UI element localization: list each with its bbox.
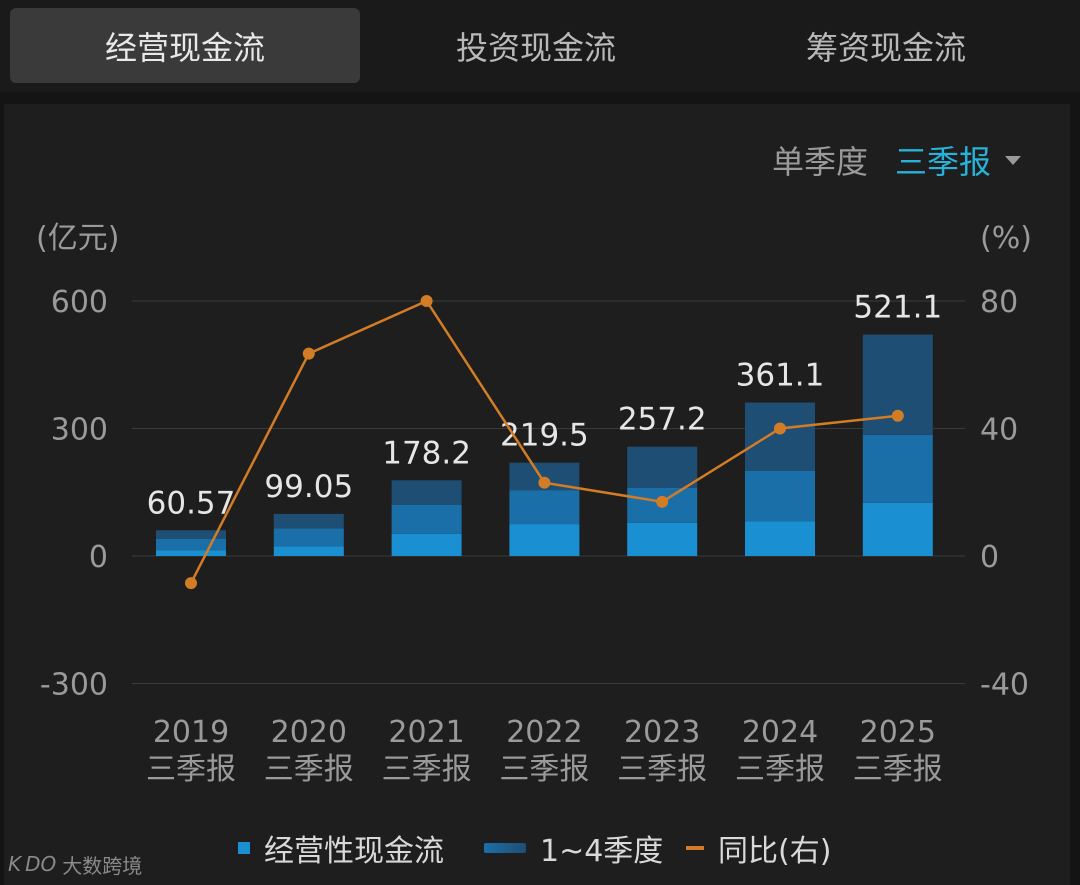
bar-segment-q2 (391, 505, 462, 534)
x-tick-year: 2023 (624, 715, 700, 750)
right-tick-label: 40 (980, 413, 1018, 448)
left-axis-unit: (亿元) (36, 221, 119, 256)
left-tick-label: 0 (89, 540, 108, 575)
bar-segment-q1 (391, 533, 462, 556)
x-tick-year: 2020 (271, 715, 347, 750)
yoy-point (891, 409, 904, 422)
bar-segment-q2 (745, 471, 815, 522)
right-tick-label: 0 (980, 540, 999, 575)
x-tick-year: 2019 (153, 715, 229, 750)
yoy-point (302, 347, 315, 360)
tab-operating-cashflow[interactable]: 经营现金流 (10, 8, 360, 83)
legend-label: 1~4季度 (540, 834, 664, 869)
legend-item-cashflow[interactable]: 经营性现金流 (238, 826, 444, 870)
legend-label: 经营性现金流 (264, 834, 444, 869)
x-tick-year: 2024 (742, 715, 818, 750)
bar-segment-q2 (156, 539, 226, 551)
x-tick-period: 三季报 (853, 752, 943, 787)
legend-item-yoy[interactable]: 同比(右) (686, 826, 831, 870)
bar-value-label: 257.2 (618, 402, 707, 438)
bar-segment-q2 (509, 490, 580, 525)
yoy-point (656, 495, 669, 508)
legend-band-icon (484, 843, 526, 853)
yoy-point (774, 422, 786, 435)
chevron-down-icon (1005, 155, 1022, 165)
x-tick-period: 三季报 (617, 752, 707, 787)
brand-watermark: K DO 大数跨境 (8, 848, 142, 880)
legend-item-quarters[interactable]: 1~4季度 (484, 826, 663, 870)
bar-segment-q3 (391, 480, 462, 505)
bar-segment-q1 (273, 546, 344, 556)
brand-logo: K DO (8, 852, 57, 876)
left-tick-label: 600 (51, 285, 108, 320)
bar-value-label: 521.1 (853, 290, 942, 326)
tab-investing-cashflow[interactable]: 投资现金流 (455, 28, 616, 67)
yoy-point (538, 476, 551, 489)
period-single-quarter[interactable]: 单季度 (772, 143, 869, 181)
bar-segment-q1 (627, 522, 698, 556)
bar-segment-q3 (745, 402, 815, 471)
x-tick-period: 三季报 (499, 752, 589, 787)
tab-bar: 经营现金流 投资现金流 筹资现金流 (0, 0, 1080, 92)
bar-segment-q2 (273, 528, 344, 547)
x-tick-period: 三季报 (146, 752, 236, 787)
left-tick-label: 300 (51, 413, 108, 448)
tab-financing-cashflow[interactable]: 筹资现金流 (805, 28, 966, 67)
period-selected-label: 三季报 (895, 143, 992, 181)
bar-segment-q1 (509, 524, 580, 556)
bar-segment-q1 (745, 521, 815, 556)
bar-value-label: 99.05 (264, 469, 353, 505)
bar-segment-q1 (156, 550, 226, 556)
period-selector[interactable]: 三季报 (895, 138, 1022, 182)
left-tick-label: -300 (40, 668, 108, 703)
bar-segment-q1 (862, 502, 933, 556)
bar-segment-q3 (273, 513, 344, 529)
legend-square-icon (238, 842, 250, 854)
x-tick-year: 2021 (388, 715, 464, 750)
right-tick-label: -40 (980, 668, 1029, 703)
bar-segment-q3 (156, 530, 226, 539)
right-axis-unit: (%) (980, 221, 1032, 256)
x-tick-period: 三季报 (382, 752, 472, 787)
legend-line-icon (686, 846, 704, 850)
brand-name: 大数跨境 (62, 853, 143, 878)
bar-segment-q2 (862, 434, 933, 503)
yoy-point (420, 295, 433, 307)
x-tick-year: 2022 (506, 715, 582, 750)
right-tick-label: 80 (980, 285, 1018, 320)
bar-value-label: 60.57 (147, 485, 236, 521)
yoy-point (185, 577, 197, 590)
x-tick-period: 三季报 (735, 752, 825, 787)
x-tick-period: 三季报 (264, 752, 354, 787)
x-tick-year: 2025 (860, 715, 936, 750)
bar-value-label: 178.2 (382, 435, 471, 471)
legend-label: 同比(右) (718, 834, 832, 869)
bar-value-label: 361.1 (736, 358, 825, 394)
bar-segment-q3 (627, 446, 698, 488)
